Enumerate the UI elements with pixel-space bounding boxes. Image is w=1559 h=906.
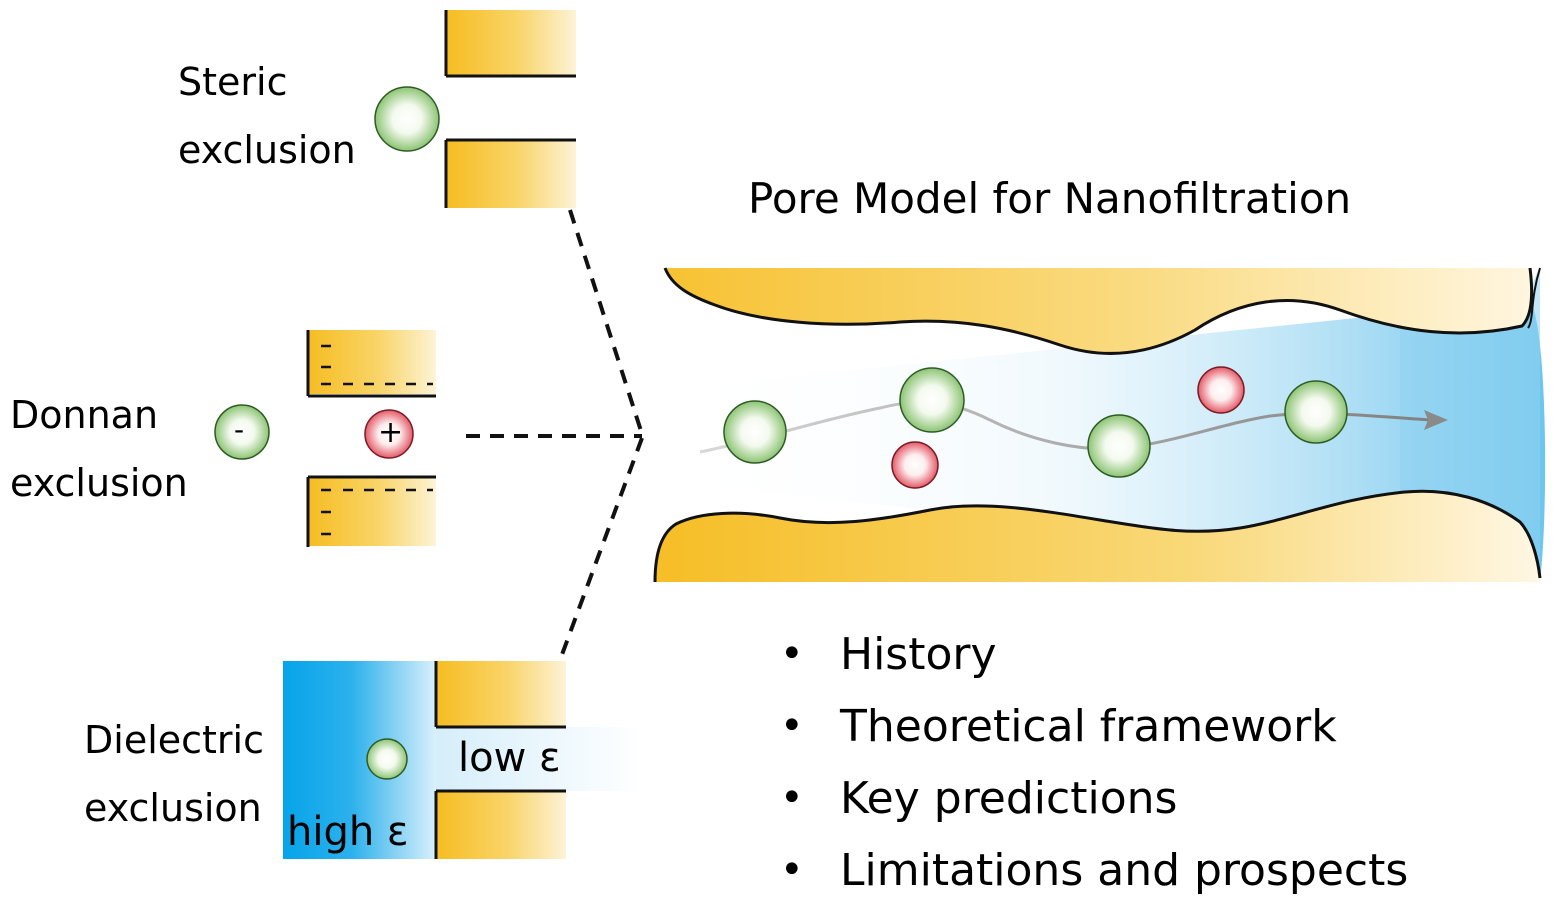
donnan-label-line1: Donnan <box>10 393 159 437</box>
bullet-dot: • <box>780 631 804 677</box>
bullet-dot: • <box>780 847 804 893</box>
bullet-dot: • <box>780 775 804 821</box>
steric-label: Steric exclusion <box>178 63 356 169</box>
topic-text: Limitations and prospects <box>840 844 1409 896</box>
donnan-cation-sphere <box>364 409 414 459</box>
topic-item-predictions: • Key predictions <box>780 762 1408 834</box>
connector-lines <box>466 209 644 661</box>
pore-neutral-sphere-3 <box>1087 414 1151 478</box>
high-epsilon-label: high ε <box>287 809 409 855</box>
pore-cation-sphere-2 <box>1197 366 1245 414</box>
donnan-anion-sign: - <box>234 413 245 446</box>
donnan-panel <box>214 330 436 547</box>
dielectric-label-line1: Dielectric <box>84 718 264 762</box>
low-dielectric-channel <box>436 727 642 791</box>
topic-item-limitations: • Limitations and prospects <box>780 834 1408 906</box>
connector-steric <box>568 209 644 435</box>
dielectric-wall-top <box>436 661 566 727</box>
low-epsilon-label: low ε <box>458 735 561 781</box>
donnan-wall-charges <box>321 344 433 536</box>
steric-solute-sphere <box>374 86 440 152</box>
pore-cation-sphere-1 <box>891 441 939 489</box>
dielectric-label-line2: exclusion <box>84 786 262 830</box>
donnan-label: Donnan exclusion <box>10 396 188 502</box>
pore-wall-top <box>665 268 1532 354</box>
dielectric-label-overlay <box>283 721 287 761</box>
steric-panel <box>374 10 576 208</box>
steric-wall-bottom <box>446 140 576 208</box>
pore-wall-bottom <box>655 491 1540 582</box>
connector-dielectric <box>558 437 644 661</box>
topic-text: Key predictions <box>840 772 1178 824</box>
steric-wall-top <box>446 10 576 76</box>
transport-arrowhead <box>1424 410 1448 430</box>
topic-list: • History • Theoretical framework • Key pre… <box>780 618 1408 906</box>
high-dielectric-region <box>283 661 436 859</box>
dielectric-panel <box>283 661 642 859</box>
bullet-dot: • <box>780 703 804 749</box>
topic-text: History <box>840 628 997 680</box>
pore-neutral-sphere-4 <box>1284 380 1348 444</box>
dielectric-label: Dielectric exclusion <box>84 721 264 827</box>
pore-illustration <box>653 267 1546 583</box>
pore-neutral-sphere-1 <box>723 400 787 464</box>
topic-item-framework: • Theoretical framework <box>780 690 1408 762</box>
pore-model-diagram: Steric exclusion Donnan exclusion - + Di… <box>10 10 1546 896</box>
topic-text: Theoretical framework <box>840 700 1337 752</box>
donnan-anion-sphere <box>214 404 270 460</box>
donnan-cation-sign: + <box>378 415 404 450</box>
diagram-canvas <box>214 10 1546 859</box>
pore-model-title: Pore Model for Nanofiltration <box>748 174 1352 223</box>
donnan-label-line2: exclusion <box>10 461 188 505</box>
dielectric-wall-bottom <box>436 791 566 859</box>
steric-label-line2: exclusion <box>178 128 356 172</box>
steric-label-line1: Steric <box>178 60 288 104</box>
dielectric-solute-sphere <box>366 738 408 780</box>
pore-neutral-sphere-2 <box>899 367 965 433</box>
topic-item-history: • History <box>780 618 1408 690</box>
